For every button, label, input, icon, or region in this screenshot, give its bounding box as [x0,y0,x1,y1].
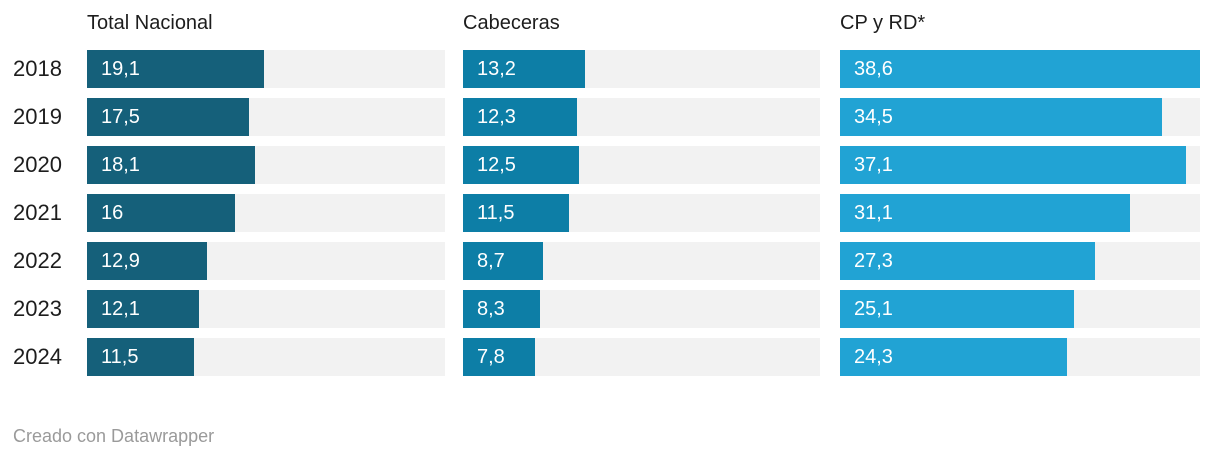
bar-value-label: 11,5 [477,201,515,224]
bar: 12,5 [463,146,579,184]
bar-track: 8,3 [463,290,820,328]
chart-row: 2024 11,5 7,8 24,3 [0,338,1220,376]
bar: 38,6 [840,50,1200,88]
bar-value-label: 18,1 [101,153,140,176]
bar-value-label: 17,5 [101,105,140,128]
bar: 13,2 [463,50,586,88]
bar-track: 12,1 [87,290,445,328]
bar-track: 17,5 [87,98,445,136]
bar: 12,1 [87,290,200,328]
year-label: 2024 [13,344,62,369]
bar-value-label: 34,5 [854,105,893,128]
bar-track: 38,6 [840,50,1200,88]
column-header-cp-y-rd: CP y RD* [840,12,926,34]
bar: 27,3 [840,242,1095,280]
bar-track: 24,3 [840,338,1200,376]
year-label: 2018 [13,56,62,81]
bar-value-label: 27,3 [854,249,893,272]
bar-track: 13,2 [463,50,820,88]
bar: 11,5 [463,194,570,232]
bar-track: 12,3 [463,98,820,136]
bar: 12,3 [463,98,577,136]
bar-value-label: 25,1 [854,297,893,320]
bar-track: 12,5 [463,146,820,184]
bar-value-label: 12,5 [477,153,516,176]
chart-row: 2021 16 11,5 31,1 [0,194,1220,232]
bar-value-label: 13,2 [477,57,516,80]
bar-track: 18,1 [87,146,445,184]
bar: 31,1 [840,194,1131,232]
bar: 8,3 [463,290,540,328]
bar: 24,3 [840,338,1067,376]
column-header-total-nacional: Total Nacional [87,12,213,34]
bar-track: 8,7 [463,242,820,280]
bar: 18,1 [87,146,255,184]
bar: 37,1 [840,146,1186,184]
column-headers-row: Total Nacional Cabeceras CP y RD* [0,0,1220,50]
bar-track: 11,5 [87,338,445,376]
bar-track: 12,9 [87,242,445,280]
chart-row: 2022 12,9 8,7 27,3 [0,242,1220,280]
bar-track: 25,1 [840,290,1200,328]
bar-track: 16 [87,194,445,232]
bar: 25,1 [840,290,1075,328]
column-header-cabeceras: Cabeceras [463,12,560,34]
bar-value-label: 19,1 [101,57,140,80]
bar-track: 19,1 [87,50,445,88]
bar-value-label: 16 [101,201,124,224]
bar: 34,5 [840,98,1162,136]
bar-value-label: 7,8 [477,345,505,368]
year-label: 2023 [13,296,62,321]
bar-track: 11,5 [463,194,820,232]
bar: 8,7 [463,242,544,280]
chart-row: 2019 17,5 12,3 34,5 [0,98,1220,136]
bar-track: 31,1 [840,194,1200,232]
bar-value-label: 38,6 [854,57,893,80]
bar: 11,5 [87,338,194,376]
bar-value-label: 8,3 [477,297,505,320]
bar: 19,1 [87,50,265,88]
bar-track: 34,5 [840,98,1200,136]
chart-row: 2023 12,1 8,3 25,1 [0,290,1220,328]
bar: 7,8 [463,338,536,376]
bar-value-label: 8,7 [477,249,505,272]
bar-value-label: 11,5 [101,345,139,368]
year-label: 2020 [13,152,62,177]
bar-track: 37,1 [840,146,1200,184]
chart-row: 2020 18,1 12,5 37,1 [0,146,1220,184]
datawrapper-credit-link[interactable]: Creado con Datawrapper [13,426,215,446]
bar-track: 27,3 [840,242,1200,280]
bar-value-label: 31,1 [854,201,893,224]
year-label: 2021 [13,200,62,225]
bar: 17,5 [87,98,250,136]
chart-row: 2018 19,1 13,2 38,6 [0,50,1220,88]
bar: 16 [87,194,236,232]
bar-value-label: 12,1 [101,297,140,320]
bar-value-label: 37,1 [854,153,893,176]
bar-value-label: 24,3 [854,345,893,368]
bar-value-label: 12,9 [101,249,140,272]
chart-rows: 2018 19,1 13,2 38,6 2019 17,5 12,3 34,5 2020 18,1… [0,50,1220,376]
year-label: 2019 [13,104,62,129]
bar-value-label: 12,3 [477,105,516,128]
bar: 12,9 [87,242,207,280]
year-label: 2022 [13,248,62,273]
year-column-spacer [0,11,87,50]
bar-track: 7,8 [463,338,820,376]
